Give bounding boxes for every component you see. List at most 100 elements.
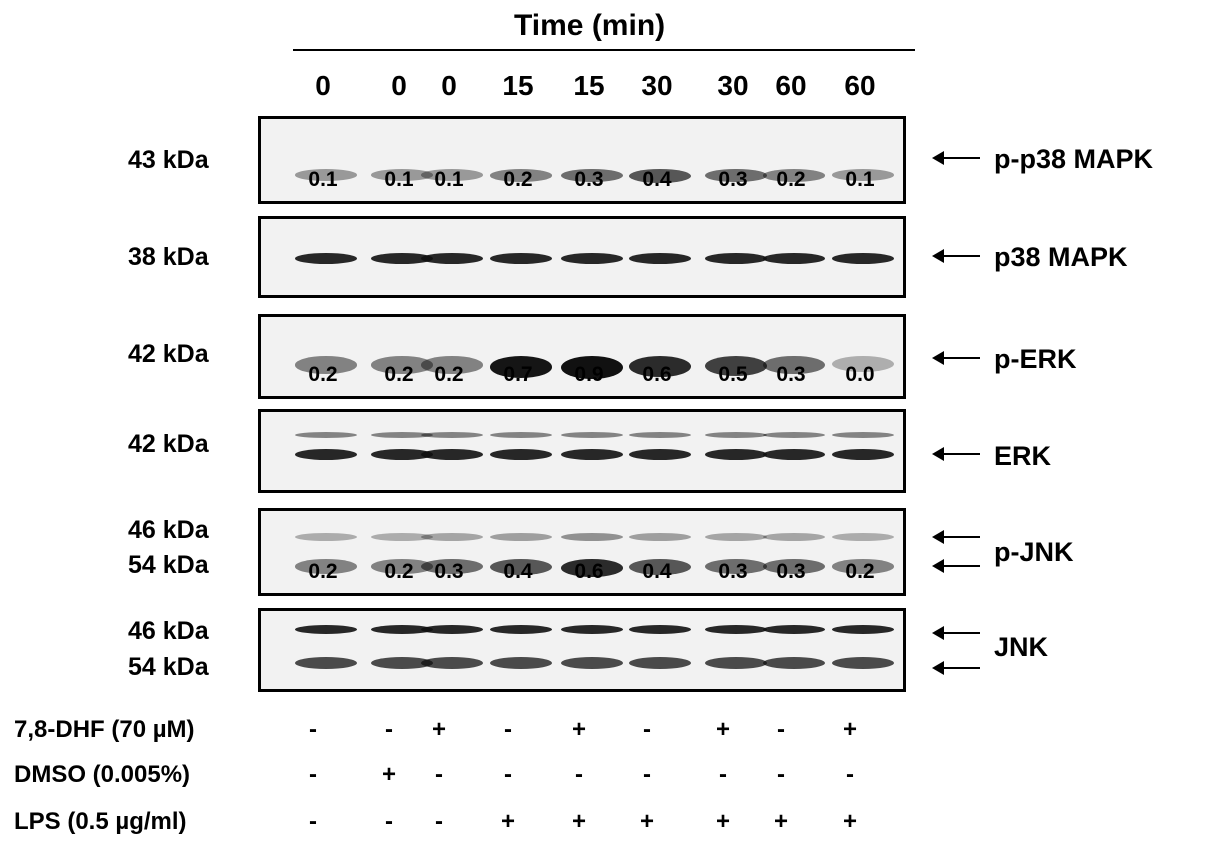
condition-sign: - bbox=[504, 716, 512, 743]
blot-band bbox=[629, 253, 691, 264]
time-tick-label: 0 bbox=[391, 70, 407, 101]
blot-band bbox=[371, 559, 433, 574]
blot-band bbox=[629, 625, 691, 634]
blot-band-lower bbox=[629, 657, 691, 669]
densitometry-value: 0.0 bbox=[845, 363, 875, 386]
blot-band-faint bbox=[763, 432, 825, 438]
condition-sign: + bbox=[842, 716, 857, 743]
blot-band-lower bbox=[832, 657, 894, 669]
molecular-weight-label: 38 kDa bbox=[128, 243, 209, 271]
blot-band bbox=[763, 169, 825, 182]
blot-band bbox=[832, 625, 894, 634]
molecular-weight-label: 46 kDa bbox=[128, 516, 209, 544]
blot-band bbox=[421, 449, 483, 460]
densitometry-value: 0.2 bbox=[503, 168, 533, 191]
blot-band bbox=[421, 559, 483, 575]
condition-sign: + bbox=[381, 761, 396, 788]
blot-band bbox=[371, 625, 433, 634]
densitometry-value: 0.4 bbox=[642, 168, 672, 191]
blot-band bbox=[295, 253, 357, 264]
blot-band-faint bbox=[561, 533, 623, 541]
condition-sign: - bbox=[846, 761, 854, 788]
condition-sign: - bbox=[504, 761, 512, 788]
protein-target-label: ERK bbox=[994, 441, 1052, 471]
blot-band bbox=[705, 356, 767, 376]
condition-sign: - bbox=[435, 761, 443, 788]
blot-band bbox=[490, 559, 552, 576]
blot-band-faint bbox=[832, 533, 894, 541]
blot-band-faint bbox=[705, 533, 767, 541]
blot-band bbox=[705, 449, 767, 460]
blot-band-faint bbox=[295, 533, 357, 541]
densitometry-value: 0.1 bbox=[308, 168, 338, 191]
arrow-icon bbox=[932, 249, 980, 263]
blot-band bbox=[832, 559, 894, 574]
blot-band bbox=[490, 449, 552, 460]
densitometry-value: 0.2 bbox=[384, 363, 414, 386]
arrow-icon bbox=[932, 530, 980, 544]
blot-band-faint bbox=[421, 432, 483, 438]
time-axis-rule bbox=[293, 49, 915, 51]
blot-band bbox=[705, 169, 767, 183]
densitometry-value: 0.1 bbox=[434, 168, 464, 191]
arrow-icon bbox=[932, 661, 980, 675]
densitometry-value: 0.3 bbox=[434, 560, 464, 583]
blot-band bbox=[763, 559, 825, 575]
blot-band-faint bbox=[490, 533, 552, 541]
densitometry-value: 0.1 bbox=[384, 168, 414, 191]
blot-band bbox=[561, 625, 623, 634]
condition-sign: + bbox=[431, 716, 446, 743]
densitometry-value: 0.2 bbox=[776, 168, 806, 191]
densitometry-value: 0.2 bbox=[434, 363, 464, 386]
blot-panel-jnk bbox=[258, 608, 906, 692]
blot-band bbox=[832, 169, 894, 181]
blot-band-faint bbox=[629, 432, 691, 438]
blot-band bbox=[763, 625, 825, 634]
condition-sign: + bbox=[571, 716, 586, 743]
protein-target-label: p-p38 MAPK bbox=[994, 144, 1154, 174]
densitometry-value: 0.5 bbox=[718, 363, 748, 386]
arrow-icon bbox=[932, 351, 980, 365]
densitometry-value: 0.2 bbox=[308, 560, 338, 583]
condition-sign: - bbox=[777, 761, 785, 788]
blot-band-faint bbox=[295, 432, 357, 438]
condition-sign: + bbox=[715, 716, 730, 743]
condition-sign: + bbox=[842, 808, 857, 835]
densitometry-value: 0.3 bbox=[776, 363, 806, 386]
densitometry-value: 0.2 bbox=[384, 560, 414, 583]
blot-band bbox=[629, 169, 691, 184]
blot-band-lower bbox=[705, 657, 767, 669]
densitometry-value: 0.2 bbox=[845, 560, 875, 583]
blot-panel-p38 bbox=[258, 216, 906, 298]
condition-label: 7,8-DHF (70 µM) bbox=[14, 716, 195, 743]
time-tick-label: 0 bbox=[441, 70, 457, 101]
blot-band bbox=[629, 449, 691, 460]
blot-band bbox=[561, 559, 623, 577]
blot-band bbox=[421, 169, 483, 181]
condition-sign: - bbox=[777, 716, 785, 743]
molecular-weight-label: 43 kDa bbox=[128, 146, 209, 174]
densitometry-value: 0.6 bbox=[574, 560, 604, 583]
blot-band-faint bbox=[705, 432, 767, 438]
blot-band bbox=[371, 169, 433, 181]
protein-target-label: p-JNK bbox=[994, 537, 1074, 567]
arrow-icon bbox=[932, 626, 980, 640]
time-tick-label: 30 bbox=[717, 70, 749, 101]
blot-band-faint bbox=[832, 432, 894, 438]
blot-panel-erk bbox=[258, 409, 906, 493]
blot-band bbox=[490, 356, 552, 378]
condition-label: LPS (0.5 µg/ml) bbox=[14, 808, 187, 835]
protein-target-label: p38 MAPK bbox=[994, 242, 1128, 272]
blot-band bbox=[421, 625, 483, 634]
blot-band bbox=[763, 253, 825, 264]
blot-band bbox=[561, 253, 623, 264]
blot-band bbox=[629, 356, 691, 377]
blot-band bbox=[295, 169, 357, 181]
condition-sign: + bbox=[639, 808, 654, 835]
blot-band bbox=[561, 356, 623, 380]
blot-band bbox=[490, 169, 552, 182]
arrow-icon bbox=[932, 559, 980, 573]
condition-sign: - bbox=[575, 761, 583, 788]
condition-sign: + bbox=[715, 808, 730, 835]
